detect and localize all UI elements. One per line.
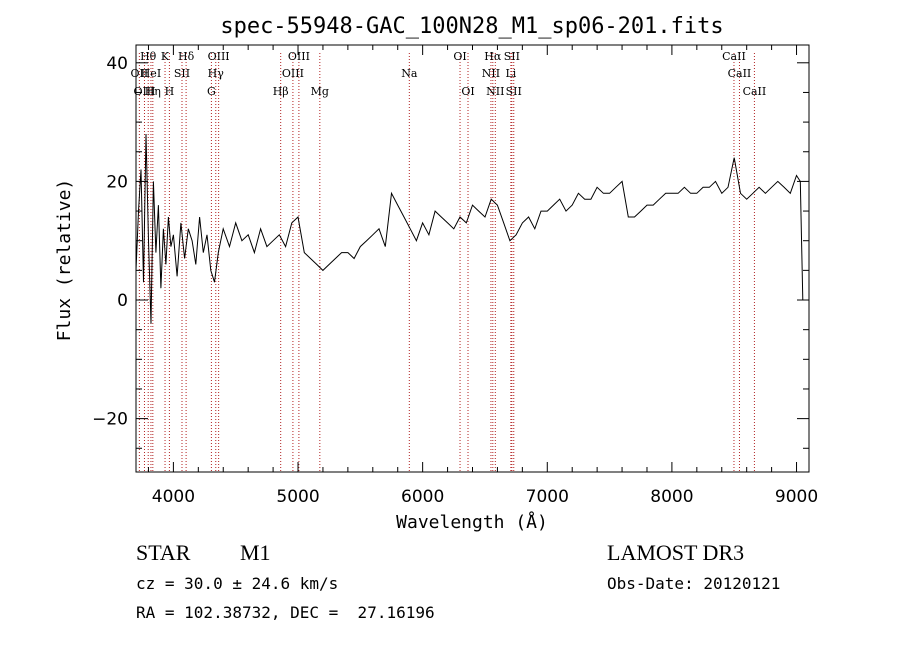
observation-date: Obs-Date: 20120121	[607, 574, 781, 593]
line-label-1: Hθ	[140, 50, 157, 63]
redshift-readout: cz = 30.0 ± 24.6 km/s	[136, 574, 339, 593]
line-label-9: OIII	[208, 50, 230, 63]
line-label-16: Na	[401, 67, 418, 80]
line-label-25: CaII	[722, 50, 746, 63]
survey-name: LAMOST DR3	[607, 540, 745, 565]
line-label-10: Hγ	[208, 67, 225, 80]
line-label-22: Li	[505, 67, 516, 80]
line-label-7: H	[165, 85, 175, 98]
line-label-26: CaII	[728, 67, 752, 80]
spectral-line-markers	[138, 53, 755, 472]
line-label-13: OIII	[288, 50, 310, 63]
spectral-line-labels: OII Hθ OIII HeI Hη K SII H Hδ OIII Hγ G Hβ OIII OIII Mg…	[131, 50, 767, 98]
object-type: STAR	[136, 540, 191, 565]
line-label-23: NII	[486, 85, 504, 98]
y-tick-label-0: −20	[92, 410, 128, 430]
line-label-8: Hδ	[178, 50, 195, 63]
plot-frame	[135, 44, 810, 473]
x-tick-label-0: 4000	[152, 487, 195, 507]
x-tick-label-3: 7000	[526, 487, 569, 507]
line-label-21: NII	[482, 67, 500, 80]
y-axis-label: Flux (relative)	[54, 179, 75, 342]
y-tick-label-2: 20	[106, 172, 128, 192]
spectrum-series-line	[135, 133, 804, 324]
line-label-18: OI	[461, 85, 474, 98]
x-tick-label-5: 9000	[775, 487, 818, 507]
line-label-0: OII	[131, 67, 149, 80]
line-label-27: CaII	[743, 85, 767, 98]
x-tick-label-4: 8000	[650, 487, 693, 507]
line-label-11: G	[207, 85, 216, 98]
line-label-14: OIII	[282, 67, 304, 80]
chart-title: spec-55948-GAC_100N28_M1_sp06-201.fits	[220, 14, 723, 39]
sky-coordinates: RA = 102.38732, DEC = 27.16196	[136, 603, 435, 622]
line-label-5: K	[161, 50, 170, 63]
line-label-17: OI	[453, 50, 466, 63]
line-label-20: SII	[504, 50, 520, 63]
line-label-6: SII	[174, 67, 190, 80]
line-label-3: HeI	[141, 67, 161, 80]
line-label-19: Hα	[484, 50, 502, 63]
y-tick-label-3: 40	[106, 54, 128, 74]
x-tick-label-2: 6000	[401, 487, 444, 507]
x-tick-label-1: 5000	[276, 487, 319, 507]
line-label-15: Mg	[311, 85, 329, 98]
object-subclass: M1	[240, 540, 271, 565]
y-axis-ticks: −20 0 20 40	[92, 54, 809, 449]
line-label-4: Hη	[145, 85, 161, 98]
line-label-24: SII	[506, 85, 522, 98]
y-tick-label-1: 0	[117, 291, 128, 311]
line-label-2: OIII	[133, 85, 155, 98]
line-label-12: Hβ	[273, 85, 289, 98]
x-axis-label: Wavelength (Å)	[396, 511, 548, 533]
x-axis-ticks: 4000 5000 6000 7000 8000 9000	[147, 45, 818, 507]
